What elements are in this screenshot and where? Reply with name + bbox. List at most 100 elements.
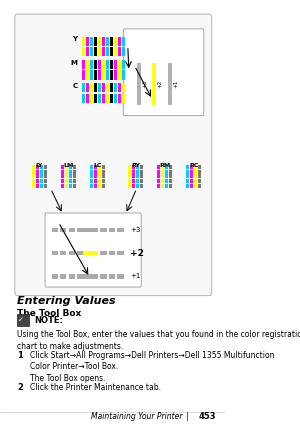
Text: |: | — [186, 412, 188, 421]
Bar — [110, 83, 113, 92]
Bar — [61, 179, 64, 183]
Bar — [90, 175, 93, 178]
Bar — [94, 94, 97, 103]
Bar — [94, 184, 97, 187]
Bar — [69, 274, 75, 279]
Bar — [98, 47, 101, 56]
Bar — [100, 251, 107, 255]
Bar — [194, 170, 197, 174]
Bar — [32, 170, 35, 174]
Bar — [102, 184, 105, 187]
Bar — [186, 170, 189, 174]
Bar — [44, 184, 47, 187]
Bar — [32, 184, 35, 187]
Bar — [186, 184, 189, 187]
Text: The Tool Box opens.: The Tool Box opens. — [31, 374, 106, 383]
Bar — [118, 94, 121, 103]
Bar — [94, 37, 97, 46]
FancyBboxPatch shape — [15, 14, 212, 296]
Bar — [98, 94, 101, 103]
Bar — [61, 170, 64, 174]
Bar — [102, 60, 105, 69]
Bar — [94, 175, 97, 178]
Bar — [118, 37, 121, 46]
Bar — [60, 274, 67, 279]
Bar — [114, 60, 117, 69]
Bar — [102, 179, 105, 183]
Bar — [132, 165, 135, 169]
Bar — [40, 175, 43, 178]
Bar — [110, 70, 113, 80]
Bar — [110, 37, 113, 46]
Bar — [186, 175, 189, 178]
Bar — [169, 175, 172, 178]
Bar — [194, 184, 197, 187]
Bar — [40, 184, 43, 187]
Bar — [165, 184, 168, 187]
Bar — [102, 83, 105, 92]
Text: 1: 1 — [17, 351, 23, 360]
Text: 2: 2 — [17, 383, 23, 392]
Bar — [169, 184, 172, 187]
Text: +2: +2 — [158, 80, 163, 88]
Bar — [122, 83, 125, 92]
Text: LM: LM — [63, 163, 74, 168]
Bar — [82, 37, 85, 46]
Bar — [36, 175, 39, 178]
Bar — [32, 179, 35, 183]
Bar — [118, 70, 121, 80]
Text: C: C — [72, 83, 77, 89]
Bar — [83, 228, 98, 232]
Bar — [132, 179, 135, 183]
Bar — [114, 83, 117, 92]
Bar — [169, 170, 172, 174]
Bar — [157, 179, 160, 183]
Bar — [122, 37, 125, 46]
Bar — [65, 175, 68, 178]
Bar — [82, 70, 85, 80]
Text: RC: RC — [189, 163, 199, 168]
Bar — [90, 94, 93, 103]
Bar — [114, 37, 117, 46]
Bar — [98, 175, 101, 178]
Bar — [137, 63, 141, 105]
Bar — [102, 37, 105, 46]
Text: NOTE:: NOTE: — [34, 316, 63, 325]
Bar — [165, 179, 168, 183]
Bar — [94, 83, 97, 92]
Bar — [69, 179, 72, 183]
Bar — [190, 175, 193, 178]
Bar — [98, 70, 101, 80]
Bar — [82, 94, 85, 103]
Text: RY: RY — [131, 163, 140, 168]
Bar — [122, 47, 125, 56]
Text: +2: +2 — [130, 249, 144, 258]
Text: Click Start→All Programs→Dell Printers→Dell 1355 Multifunction
Color Printer→Too: Click Start→All Programs→Dell Printers→D… — [31, 351, 275, 371]
Bar — [190, 184, 193, 187]
Bar — [140, 175, 143, 178]
Bar — [186, 165, 189, 169]
Bar — [114, 70, 117, 80]
Bar — [40, 165, 43, 169]
Bar — [136, 175, 139, 178]
Bar — [90, 179, 93, 183]
Bar — [161, 170, 164, 174]
Bar — [110, 94, 113, 103]
Bar — [106, 70, 109, 80]
Bar — [128, 179, 131, 183]
Bar — [82, 60, 85, 69]
Bar — [110, 60, 113, 69]
Bar — [52, 228, 58, 232]
Bar — [157, 175, 160, 178]
Bar — [194, 179, 197, 183]
Bar — [122, 94, 125, 103]
Bar — [102, 165, 105, 169]
Bar — [102, 175, 105, 178]
Bar — [60, 228, 67, 232]
Bar — [86, 94, 89, 103]
Bar — [100, 274, 107, 279]
Bar — [140, 184, 143, 187]
Bar — [86, 37, 89, 46]
Bar — [102, 47, 105, 56]
Bar — [122, 70, 125, 80]
